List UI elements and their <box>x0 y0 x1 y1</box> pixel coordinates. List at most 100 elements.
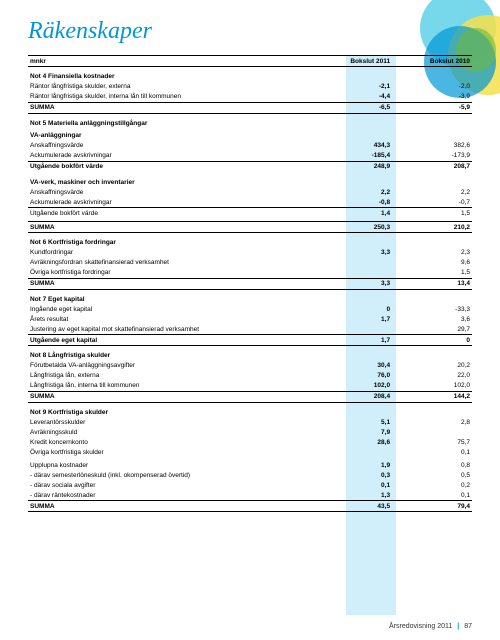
value-2011: -0,8 <box>312 197 392 208</box>
note-subtitle-row: VA-verk, maskiner och inventarier <box>28 175 472 188</box>
data-row: Långfristiga lån, interna till kommunen1… <box>28 381 472 392</box>
row-label: Avräkningsfordran skattefinansierad verk… <box>28 258 312 268</box>
row-label: mnkr <box>28 56 312 67</box>
sum-row: Utgående eget kapital1,70 <box>28 335 472 346</box>
row-label: - därav sociala avgifter <box>28 480 312 490</box>
data-row: Anskaffningsvärde434,3382,6 <box>28 141 472 151</box>
note-title-row: Not 4 Finansiella kostnader <box>28 67 472 82</box>
value-2011 <box>312 402 392 417</box>
data-row: Kredit koncernkonto28,675,7 <box>28 437 472 447</box>
row-label: Räntor långfristiga skulder, interna lån… <box>28 92 312 103</box>
row-label: - därav räntekostnader <box>28 490 312 501</box>
value-2010: -3,9 <box>392 92 472 103</box>
data-row: Upplupna kostnader1,90,8 <box>28 460 472 470</box>
row-label: SUMMA <box>28 222 312 233</box>
value-2011: 434,3 <box>312 141 392 151</box>
value-2011: -4,4 <box>312 92 392 103</box>
row-label: SUMMA <box>28 102 312 113</box>
page-footer: Årsredovisning 2011 | 87 <box>389 623 472 630</box>
note-title-row: Not 8 Långfristiga skulder <box>28 346 472 361</box>
data-row: Justering av eget kapital mot skattefina… <box>28 324 472 335</box>
data-row: Övriga kortfristiga skulder 0,1 <box>28 447 472 457</box>
value-2011 <box>312 67 392 82</box>
value-2011: -2,1 <box>312 82 392 92</box>
value-2010: 0,1 <box>392 447 472 457</box>
data-row: Avräkningsfordran skattefinansierad verk… <box>28 258 472 268</box>
value-2011: 1,9 <box>312 460 392 470</box>
value-2011 <box>312 346 392 361</box>
value-2010: -2,0 <box>392 82 472 92</box>
value-2010: 9,6 <box>392 258 472 268</box>
row-label: Ackumulerade avskrivningar <box>28 151 312 162</box>
value-2011: 5,1 <box>312 417 392 427</box>
row-label: Anskaffningsvärde <box>28 141 312 151</box>
value-2011: 0 <box>312 304 392 314</box>
footer-text: Årsredovisning 2011 <box>389 623 452 630</box>
note-title-row: Not 5 Materiella anläggningstillgångar <box>28 113 472 128</box>
financial-notes-table: mnkrBokslut 2011Bokslut 2010Not 4 Finans… <box>0 55 500 512</box>
row-label: Förutbetalda VA-anläggningsavgifter <box>28 361 312 371</box>
row-label: Upplupna kostnader <box>28 460 312 470</box>
value-2010: 0,5 <box>392 470 472 480</box>
sum-row: SUMMA-6,5-5,9 <box>28 102 472 113</box>
data-row: Räntor långfristiga skulder, interna lån… <box>28 92 472 103</box>
value-2011: 7,9 <box>312 427 392 437</box>
note-subtitle-row: VA-anläggningar <box>28 128 472 141</box>
data-row: Anskaffningsvärde2,22,2 <box>28 187 472 197</box>
value-2010: -33,3 <box>392 304 472 314</box>
value-2010: 2,2 <box>392 187 472 197</box>
value-2010: 0,2 <box>392 480 472 490</box>
value-2011: -185,4 <box>312 151 392 162</box>
row-label: - därav semesterlöneskuld (inkl. okompen… <box>28 470 312 480</box>
row-label: Not 9 Kortfristiga skulder <box>28 402 312 417</box>
value-2010 <box>392 402 472 417</box>
value-2011: 248,9 <box>312 161 392 172</box>
column-header-row: mnkrBokslut 2011Bokslut 2010 <box>28 56 472 67</box>
data-row: - därav sociala avgifter0,10,2 <box>28 480 472 490</box>
sum-row: SUMMA250,3210,2 <box>28 222 472 233</box>
data-row: Utgående bokfört värde1,41,5 <box>28 208 472 219</box>
data-row: Ackumulerade avskrivningar-0,8-0,7 <box>28 197 472 208</box>
data-row: Kundfordringar3,32,3 <box>28 248 472 258</box>
row-label: Kundfordringar <box>28 248 312 258</box>
value-2010 <box>392 113 472 128</box>
value-2011: 1,4 <box>312 208 392 219</box>
value-2010: -5,9 <box>392 102 472 113</box>
sum-row: SUMMA208,4144,2 <box>28 391 472 402</box>
row-label: Justering av eget kapital mot skattefina… <box>28 324 312 335</box>
value-2010 <box>392 427 472 437</box>
row-label: Not 5 Materiella anläggningstillgångar <box>28 113 312 128</box>
value-2010: 208,7 <box>392 161 472 172</box>
note-title-row: Not 7 Eget kapital <box>28 289 472 304</box>
value-2010: 0,1 <box>392 490 472 501</box>
value-2010 <box>392 67 472 82</box>
value-2011 <box>312 113 392 128</box>
value-2011: 76,0 <box>312 371 392 381</box>
data-row: Förutbetalda VA-anläggningsavgifter30,42… <box>28 361 472 371</box>
value-2011: 0,1 <box>312 480 392 490</box>
row-label: Räntor långfristiga skulder, externa <box>28 82 312 92</box>
row-label: Ingående eget kapital <box>28 304 312 314</box>
row-label: Not 8 Långfristiga skulder <box>28 346 312 361</box>
row-label: VA-verk, maskiner och inventarier <box>28 175 312 188</box>
value-2011: 28,6 <box>312 437 392 447</box>
row-label: Anskaffningsvärde <box>28 187 312 197</box>
value-2011: 1,7 <box>312 335 392 346</box>
value-2011 <box>312 268 392 279</box>
value-2010 <box>392 233 472 248</box>
data-row: Årets resultat1,73,6 <box>28 314 472 324</box>
row-label: VA-anläggningar <box>28 128 312 141</box>
row-label: Långfristiga lån, interna till kommunen <box>28 381 312 392</box>
data-row: - därav räntekostnader1,30,1 <box>28 490 472 501</box>
row-label: Övriga kortfristiga fordringar <box>28 268 312 279</box>
value-2010: Bokslut 2010 <box>392 56 472 67</box>
data-row: Räntor långfristiga skulder, externa-2,1… <box>28 82 472 92</box>
row-label: Övriga kortfristiga skulder <box>28 447 312 457</box>
sum-row: SUMMA3,313,4 <box>28 278 472 289</box>
value-2010: 22,0 <box>392 371 472 381</box>
data-row: - därav semesterlöneskuld (inkl. okompen… <box>28 470 472 480</box>
value-2011: 30,4 <box>312 361 392 371</box>
row-label: Kredit koncernkonto <box>28 437 312 447</box>
value-2010: 75,7 <box>392 437 472 447</box>
data-row: Långfristiga lån, externa76,022,0 <box>28 371 472 381</box>
